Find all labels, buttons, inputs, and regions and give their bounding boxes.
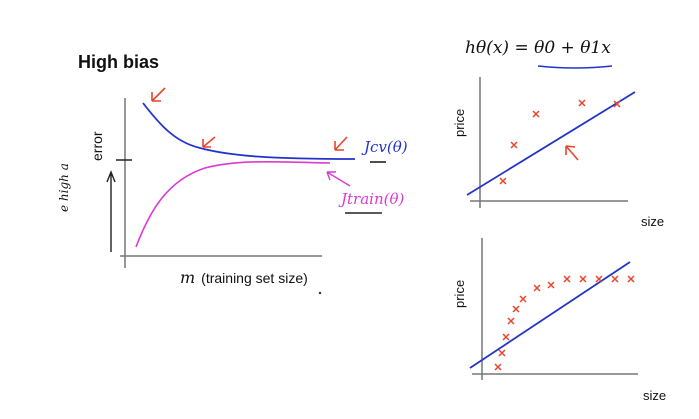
error-axis-label: error bbox=[89, 131, 105, 161]
stray-dot bbox=[318, 291, 322, 295]
plot1-x-label: size bbox=[641, 214, 665, 229]
m-symbol: m bbox=[180, 268, 196, 287]
training-size-axis-label: m (training set size) bbox=[180, 268, 308, 287]
plot1-data-points bbox=[499, 99, 621, 185]
red-arrow-2 bbox=[202, 136, 216, 148]
pink-arrow bbox=[326, 171, 351, 187]
plot2-fit-line bbox=[469, 261, 631, 369]
plot1-red-arrow bbox=[565, 145, 579, 161]
train-error-curve bbox=[135, 160, 331, 248]
red-arrow-3 bbox=[334, 136, 348, 151]
plot2-data-points bbox=[494, 275, 635, 371]
plot1-y-label: price bbox=[452, 108, 467, 137]
train-error-label: Jtrain(θ) bbox=[341, 190, 405, 208]
training-size-text: (training set size) bbox=[201, 270, 308, 286]
high-error-arrow bbox=[106, 170, 116, 252]
red-arrow-1 bbox=[151, 87, 166, 102]
plot2-x-label: size bbox=[643, 388, 667, 403]
cv-error-label: Jcv(θ) bbox=[364, 138, 408, 156]
plot2-y-label: price bbox=[452, 279, 467, 308]
slide-title: High bias bbox=[78, 52, 160, 72]
plot1-fit-line bbox=[466, 91, 636, 196]
hypothesis-formula: hθ(x) = θ0 + θ1x bbox=[465, 38, 611, 58]
formula-underline bbox=[537, 65, 613, 69]
handwritten-note: e high a bbox=[57, 163, 71, 212]
cv-error-curve bbox=[142, 102, 356, 160]
